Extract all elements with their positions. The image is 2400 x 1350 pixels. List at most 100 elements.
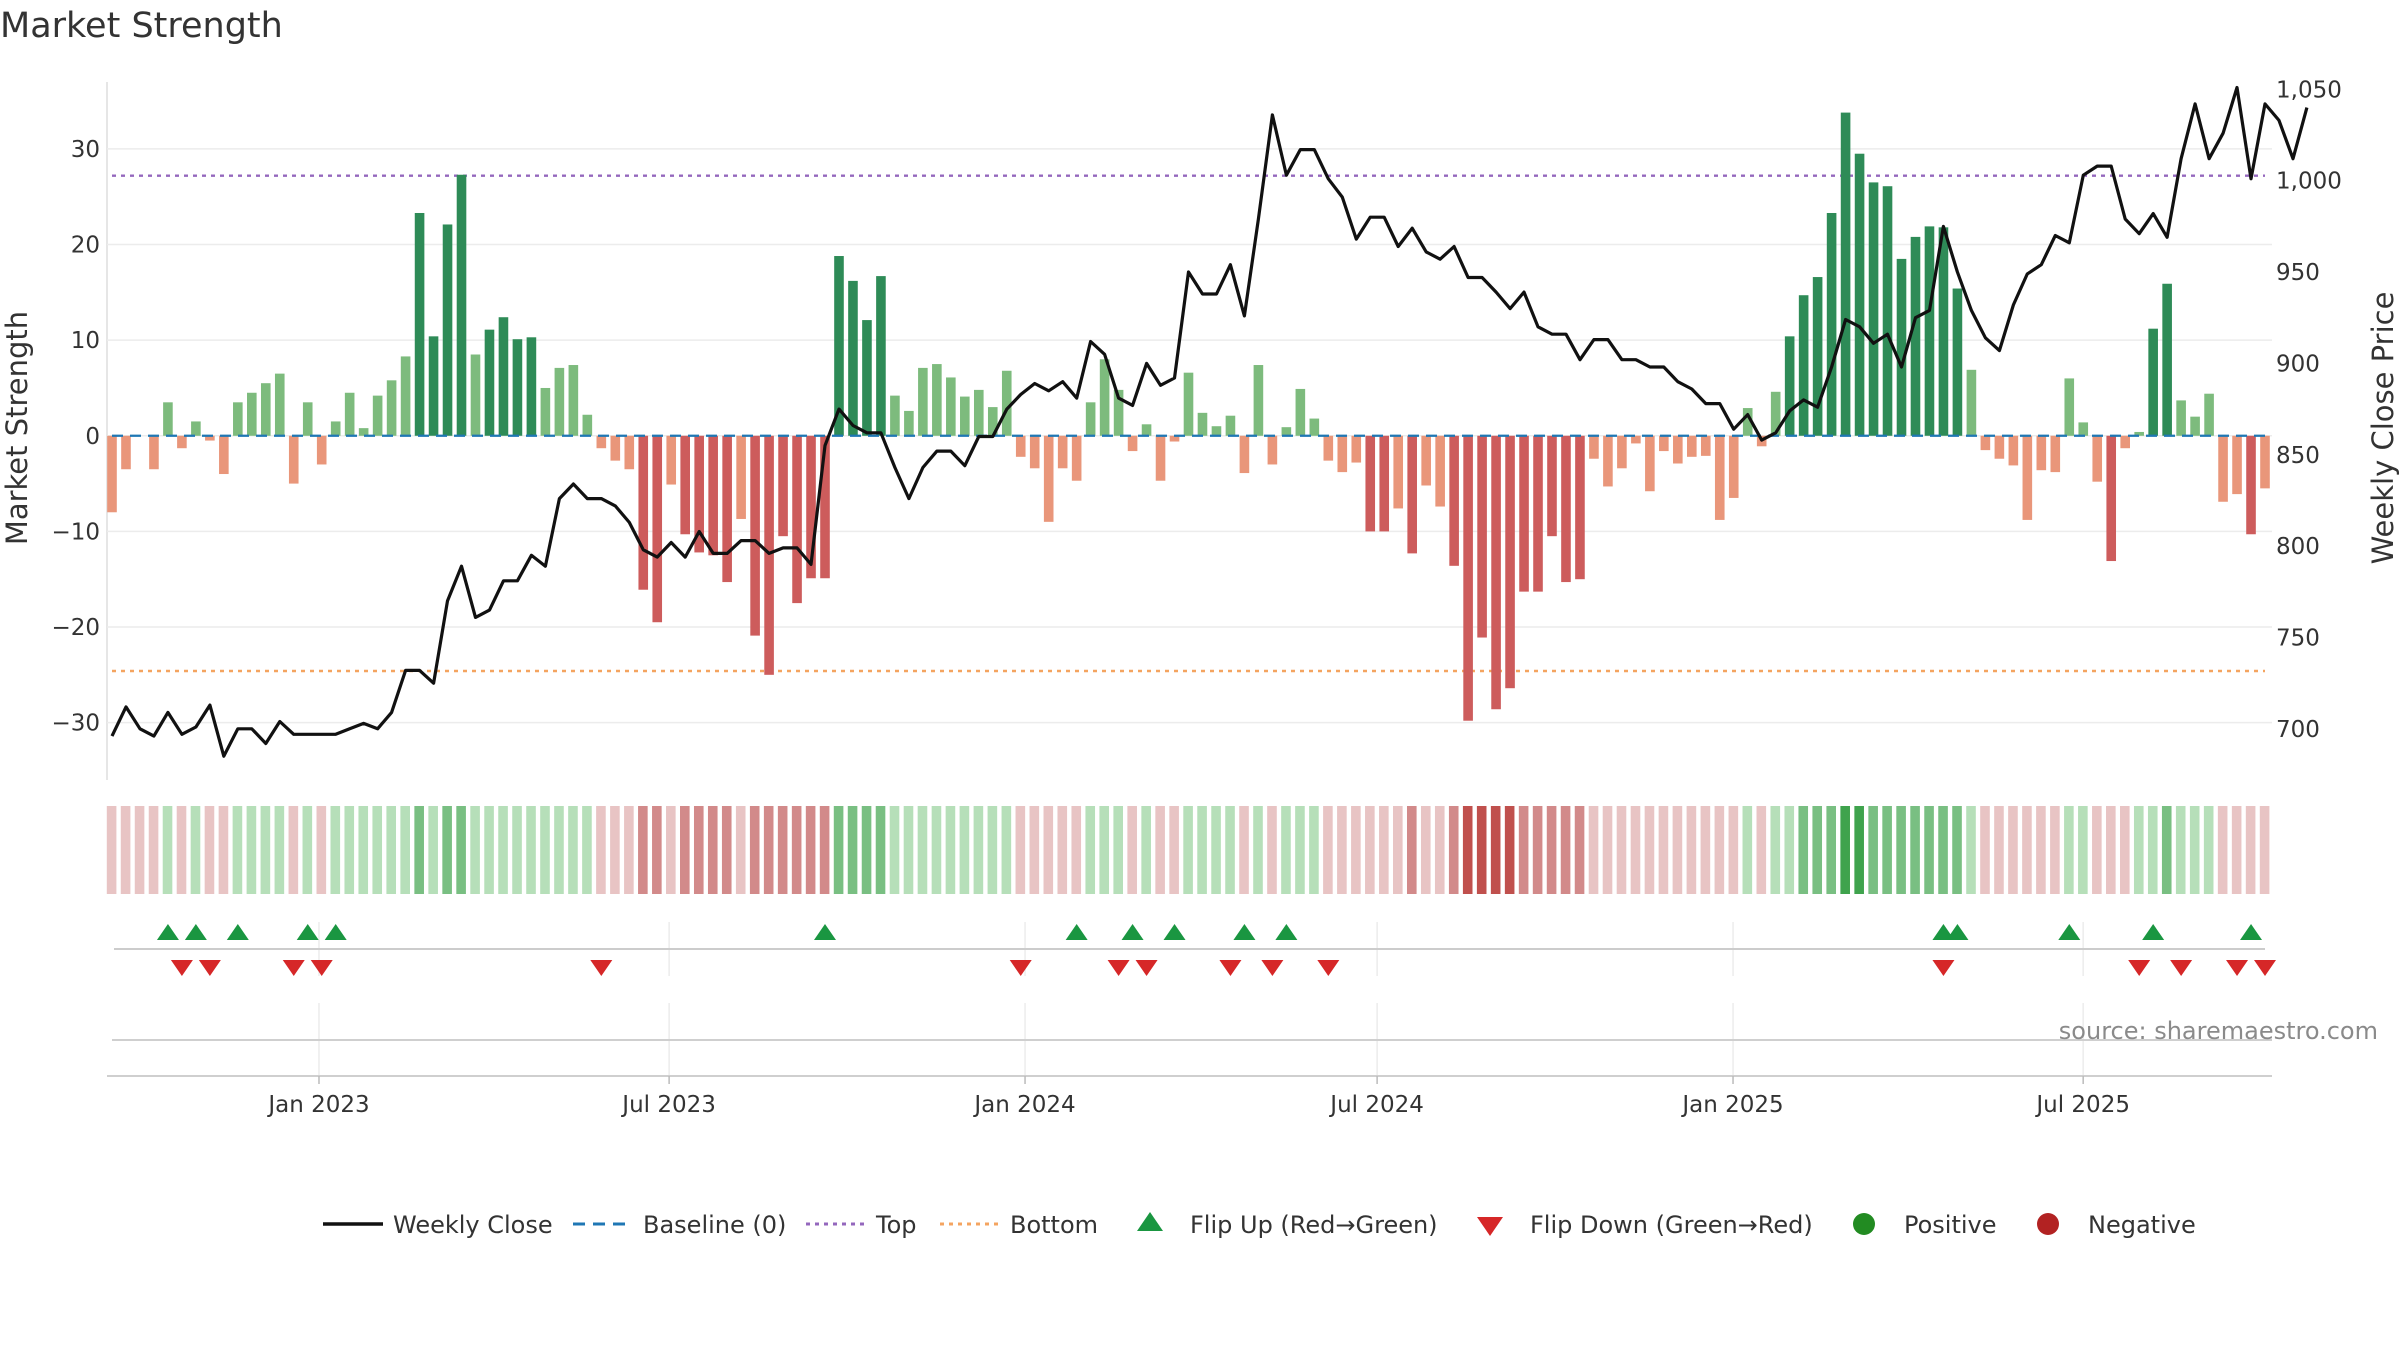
legend-label: Top [875, 1211, 917, 1239]
strength-bar [1742, 408, 1753, 436]
band-cell [1393, 806, 1403, 894]
band-cell [470, 806, 480, 894]
band-cell [680, 806, 690, 894]
band-cell [1854, 806, 1864, 894]
flip-down-marker [170, 960, 193, 976]
strength-bar [2246, 435, 2256, 535]
chart-title: Market Strength [0, 6, 283, 46]
flip-up-marker [1163, 924, 1186, 940]
band-cell [1406, 806, 1417, 894]
band-cell [1602, 806, 1613, 894]
strength-bar [582, 414, 593, 436]
flip-up-marker [1275, 924, 1298, 940]
strength-bar [302, 402, 313, 436]
strength-bar [596, 435, 607, 449]
strength-bar [806, 435, 816, 579]
flip-up-marker [1946, 924, 1969, 940]
strength-bar [233, 402, 243, 436]
strength-bar [512, 339, 523, 436]
band-cell [1994, 806, 2004, 894]
strength-bar [1211, 426, 1222, 436]
strength-bar [1673, 435, 1683, 464]
flip-up-marker [2058, 924, 2081, 940]
strength-bar [400, 356, 411, 436]
strength-bar [1267, 435, 1278, 465]
strength-bar [932, 364, 942, 436]
strength-bar [973, 389, 984, 436]
band-cell [2092, 806, 2102, 894]
band-cell [1239, 806, 1249, 894]
band-cell [1309, 806, 1319, 894]
band-cell [1812, 806, 1823, 894]
strength-bar [624, 435, 635, 470]
legend-label: Negative [2088, 1211, 2196, 1239]
strength-bar [638, 435, 649, 590]
strength-bar [484, 329, 495, 436]
y-tick-label: −30 [51, 711, 100, 737]
band-cell [162, 806, 173, 894]
strength-bar [1449, 435, 1459, 566]
strength-bar [1938, 227, 1949, 436]
band-cell [1728, 806, 1739, 894]
strength-bar [1155, 435, 1166, 481]
band-cell [875, 806, 886, 894]
strength-bar [1491, 435, 1501, 710]
strength-bar [1812, 277, 1823, 436]
legend-dot-icon [1853, 1213, 1875, 1235]
strength-bar [1295, 388, 1306, 436]
strength-bar [1029, 435, 1040, 469]
flip-down-marker [282, 960, 305, 976]
strength-bar [1882, 186, 1893, 436]
band-cell [1462, 806, 1473, 894]
flip-up-marker [156, 924, 179, 940]
band-cell [1616, 806, 1627, 894]
band-cell [512, 806, 522, 894]
flip-up-marker [184, 924, 207, 940]
legend-label: Flip Down (Green→Red) [1530, 1211, 1813, 1239]
strength-bar [2106, 435, 2117, 562]
legend-label: Flip Up (Red→Green) [1190, 1211, 1438, 1239]
strength-bar [2120, 435, 2130, 449]
band-cell [442, 806, 452, 894]
strength-bar [260, 383, 271, 436]
strength-bar [1603, 435, 1613, 487]
band-cell [1910, 806, 1920, 894]
y2-tick-label: 1,050 [2276, 77, 2342, 103]
band-cell [582, 806, 592, 894]
band-cell [889, 806, 900, 894]
band-cell [805, 806, 816, 894]
band-cell [1197, 806, 1207, 894]
strength-bar [498, 317, 509, 436]
strength-bar [1113, 389, 1124, 436]
strength-bar [1127, 435, 1138, 452]
strength-bars [107, 112, 2270, 721]
strength-bar [2008, 435, 2019, 466]
band-cell [959, 806, 970, 894]
strength-bar [1505, 435, 1515, 689]
band-cell [1183, 806, 1193, 894]
flip-up-marker [226, 924, 249, 940]
strength-bar [316, 435, 327, 465]
band-cell [1518, 806, 1529, 894]
strength-bar [1686, 435, 1697, 457]
strength-bar [722, 435, 732, 583]
strength-bar [1924, 226, 1935, 436]
band-cell [1882, 806, 1892, 894]
band-cell [1560, 806, 1571, 894]
band-cell [903, 806, 914, 894]
flip-up-marker [1065, 924, 1088, 940]
legend-label: Baseline (0) [643, 1211, 786, 1239]
band-cell [791, 806, 802, 894]
band-cell [1434, 806, 1445, 894]
strength-bar [1617, 435, 1627, 469]
legend-flip-up-icon [1137, 1212, 1163, 1231]
band-cell [554, 806, 564, 894]
band-cell [945, 806, 956, 894]
band-cell [1448, 806, 1459, 894]
band-cell [1798, 806, 1809, 894]
strength-bar [2134, 431, 2144, 436]
flip-down-marker [1317, 960, 1340, 976]
band-cell [1225, 806, 1235, 894]
strength-bar [904, 410, 914, 436]
flip-down-marker [1932, 960, 1955, 976]
